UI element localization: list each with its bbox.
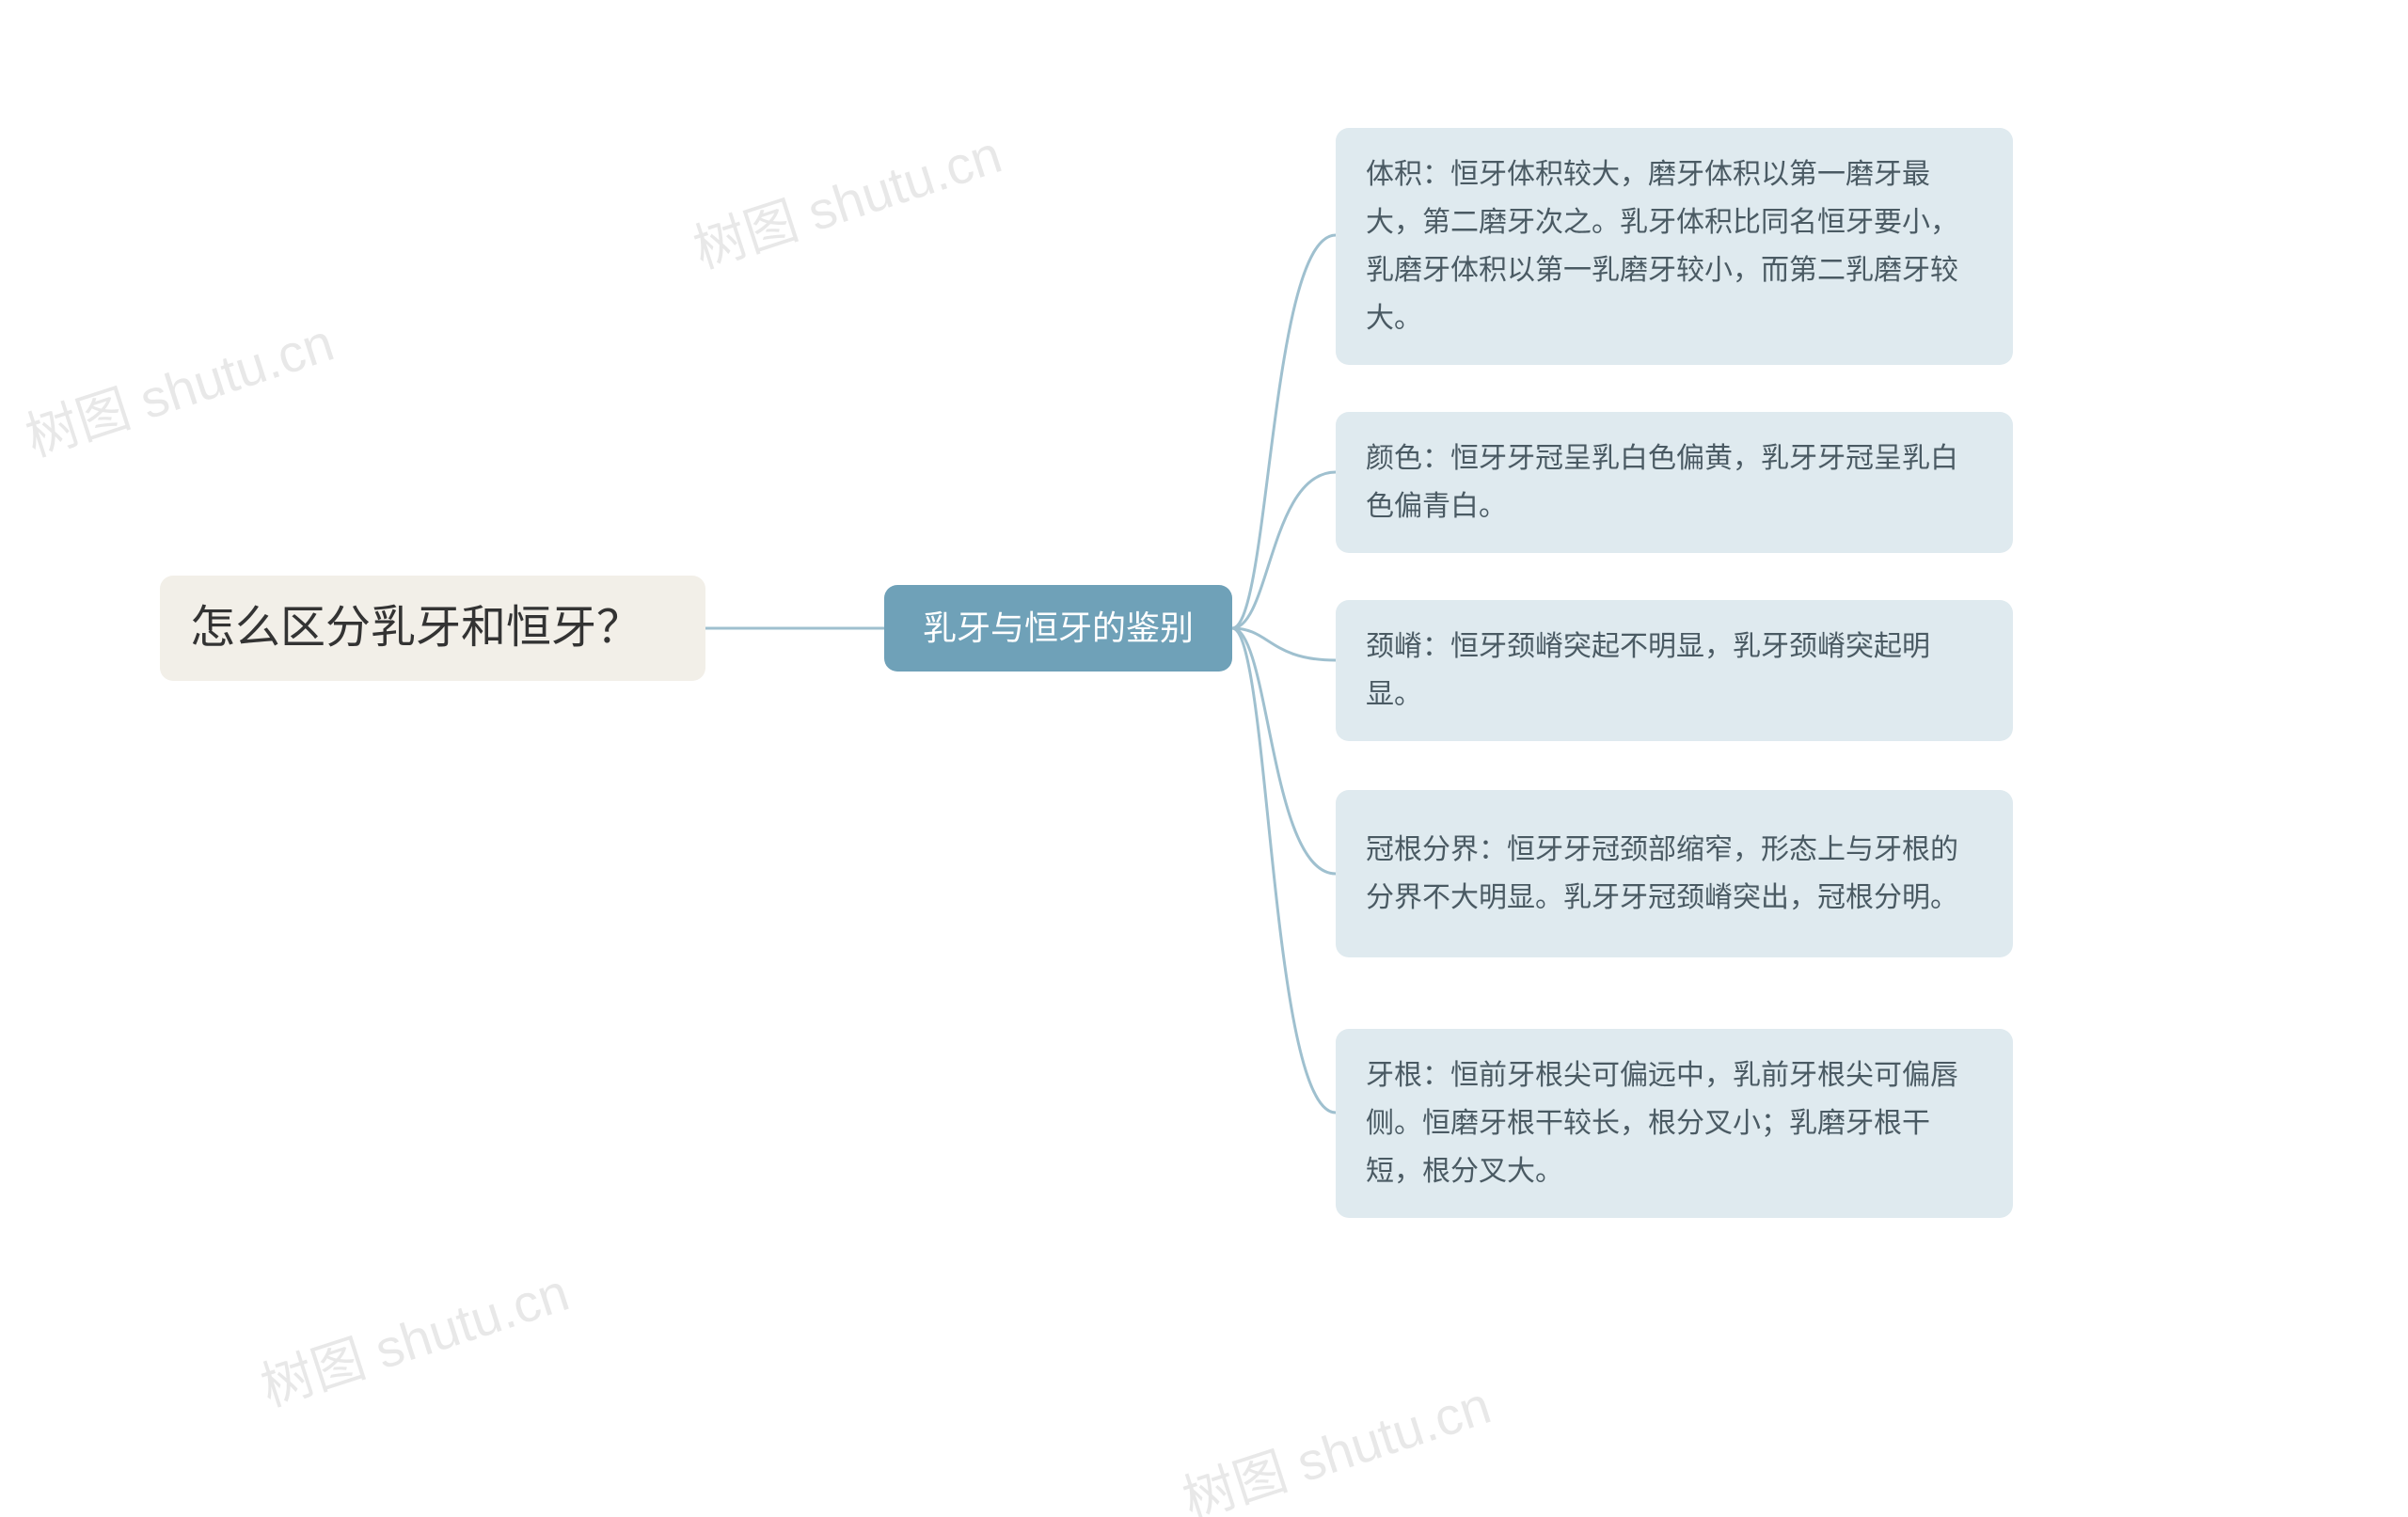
leaf-node-cervical-ridge[interactable]: 颈嵴：恒牙颈嵴突起不明显，乳牙颈嵴突起明显。 <box>1336 600 2013 741</box>
connector-branch-leaves <box>1232 216 1336 1129</box>
connector-root-branch <box>705 616 884 640</box>
watermark: 树图 shutu.cn <box>683 113 1010 284</box>
watermark: 树图 shutu.cn <box>1172 1364 1499 1517</box>
leaf-node-label: 体积：恒牙体积较大，磨牙体积以第一磨牙最大，第二磨牙次之。乳牙体积比同名恒牙要小… <box>1366 150 1983 342</box>
root-node-label: 怎么区分乳牙和恒牙？ <box>190 590 642 667</box>
watermark: 树图 shutu.cn <box>250 1251 578 1422</box>
mindmap-canvas: 树图 shutu.cn 树图 shutu.cn 树图 shutu.cn 树图 s… <box>0 0 2408 1517</box>
leaf-node-label: 牙根：恒前牙根尖可偏远中，乳前牙根尖可偏唇侧。恒磨牙根干较长，根分叉小；乳磨牙根… <box>1366 1051 1983 1195</box>
leaf-node-color[interactable]: 颜色：恒牙牙冠呈乳白色偏黄，乳牙牙冠呈乳白色偏青白。 <box>1336 412 2013 553</box>
leaf-node-root[interactable]: 牙根：恒前牙根尖可偏远中，乳前牙根尖可偏唇侧。恒磨牙根干较长，根分叉小；乳磨牙根… <box>1336 1029 2013 1218</box>
leaf-node-label: 颈嵴：恒牙颈嵴突起不明显，乳牙颈嵴突起明显。 <box>1366 623 1983 719</box>
branch-node-label: 乳牙与恒牙的鉴别 <box>923 599 1194 656</box>
root-node[interactable]: 怎么区分乳牙和恒牙？ <box>160 576 705 681</box>
leaf-node-volume[interactable]: 体积：恒牙体积较大，磨牙体积以第一磨牙最大，第二磨牙次之。乳牙体积比同名恒牙要小… <box>1336 128 2013 365</box>
watermark: 树图 shutu.cn <box>15 301 342 472</box>
leaf-node-label: 冠根分界：恒牙牙冠颈部缩窄，形态上与牙根的分界不大明显。乳牙牙冠颈嵴突出，冠根分… <box>1366 826 1983 922</box>
branch-node[interactable]: 乳牙与恒牙的鉴别 <box>884 585 1232 672</box>
leaf-node-label: 颜色：恒牙牙冠呈乳白色偏黄，乳牙牙冠呈乳白色偏青白。 <box>1366 435 1983 530</box>
leaf-node-crown-root-boundary[interactable]: 冠根分界：恒牙牙冠颈部缩窄，形态上与牙根的分界不大明显。乳牙牙冠颈嵴突出，冠根分… <box>1336 790 2013 957</box>
